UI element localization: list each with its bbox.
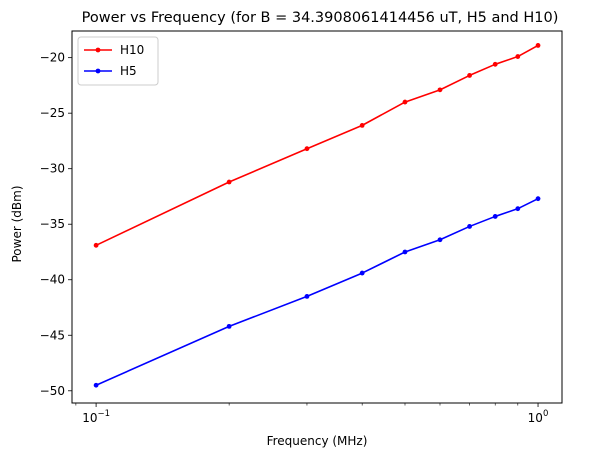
x-tick-exponent: 0: [543, 409, 548, 419]
data-point-h5: [437, 237, 443, 243]
data-point-h10: [359, 122, 365, 128]
data-point-h5: [402, 249, 408, 255]
x-tick-base: 10: [82, 411, 97, 425]
data-point-h10: [437, 87, 443, 93]
data-point-h5: [359, 270, 365, 276]
data-point-h10: [492, 61, 498, 67]
x-tick-label: 100: [528, 409, 549, 425]
legend-entry-label: H5: [120, 64, 137, 78]
data-point-h5: [226, 323, 232, 329]
data-point-h10: [535, 43, 541, 48]
series-line-h10: [95, 44, 539, 247]
y-tick-label: −45: [40, 328, 65, 342]
data-point-h10: [226, 179, 232, 185]
data-point-h10: [515, 54, 521, 59]
data-point-h5: [304, 293, 310, 299]
x-axis-label: Frequency (MHz): [267, 434, 368, 448]
data-point-h5: [492, 214, 498, 219]
y-tick-label: −25: [40, 106, 65, 120]
data-point-h10: [304, 146, 310, 152]
y-tick-label: −20: [40, 51, 65, 65]
data-point-h10: [467, 73, 472, 78]
legend: H10 H5: [77, 36, 159, 86]
legend-swatch-marker: [95, 47, 101, 53]
data-point-h5: [467, 224, 472, 229]
series-line-h5: [95, 197, 539, 386]
data-point-h10: [402, 99, 408, 105]
x-tick-base: 10: [528, 411, 543, 425]
y-tick-label: −40: [40, 273, 65, 287]
x-tick-exponent: −1: [97, 409, 110, 419]
y-axis-label: Power (dBm): [10, 186, 24, 263]
data-point-h5: [93, 382, 99, 388]
data-point-h5: [515, 206, 521, 212]
y-tick-label: −30: [40, 162, 65, 176]
plot-frame: [71, 30, 563, 404]
x-tick-label: 10−1: [82, 409, 110, 425]
y-tick-label: −35: [40, 217, 65, 231]
plot-area: [93, 43, 541, 388]
legend-swatch-marker: [95, 68, 101, 74]
legend-box: [77, 36, 159, 86]
data-point-h5: [535, 196, 541, 202]
chart-title: Power vs Frequency (for B = 34.390806141…: [82, 10, 559, 26]
data-point-h10: [93, 242, 99, 248]
y-tick-label: −50: [40, 384, 65, 398]
legend-entry-label: H10: [120, 43, 144, 57]
